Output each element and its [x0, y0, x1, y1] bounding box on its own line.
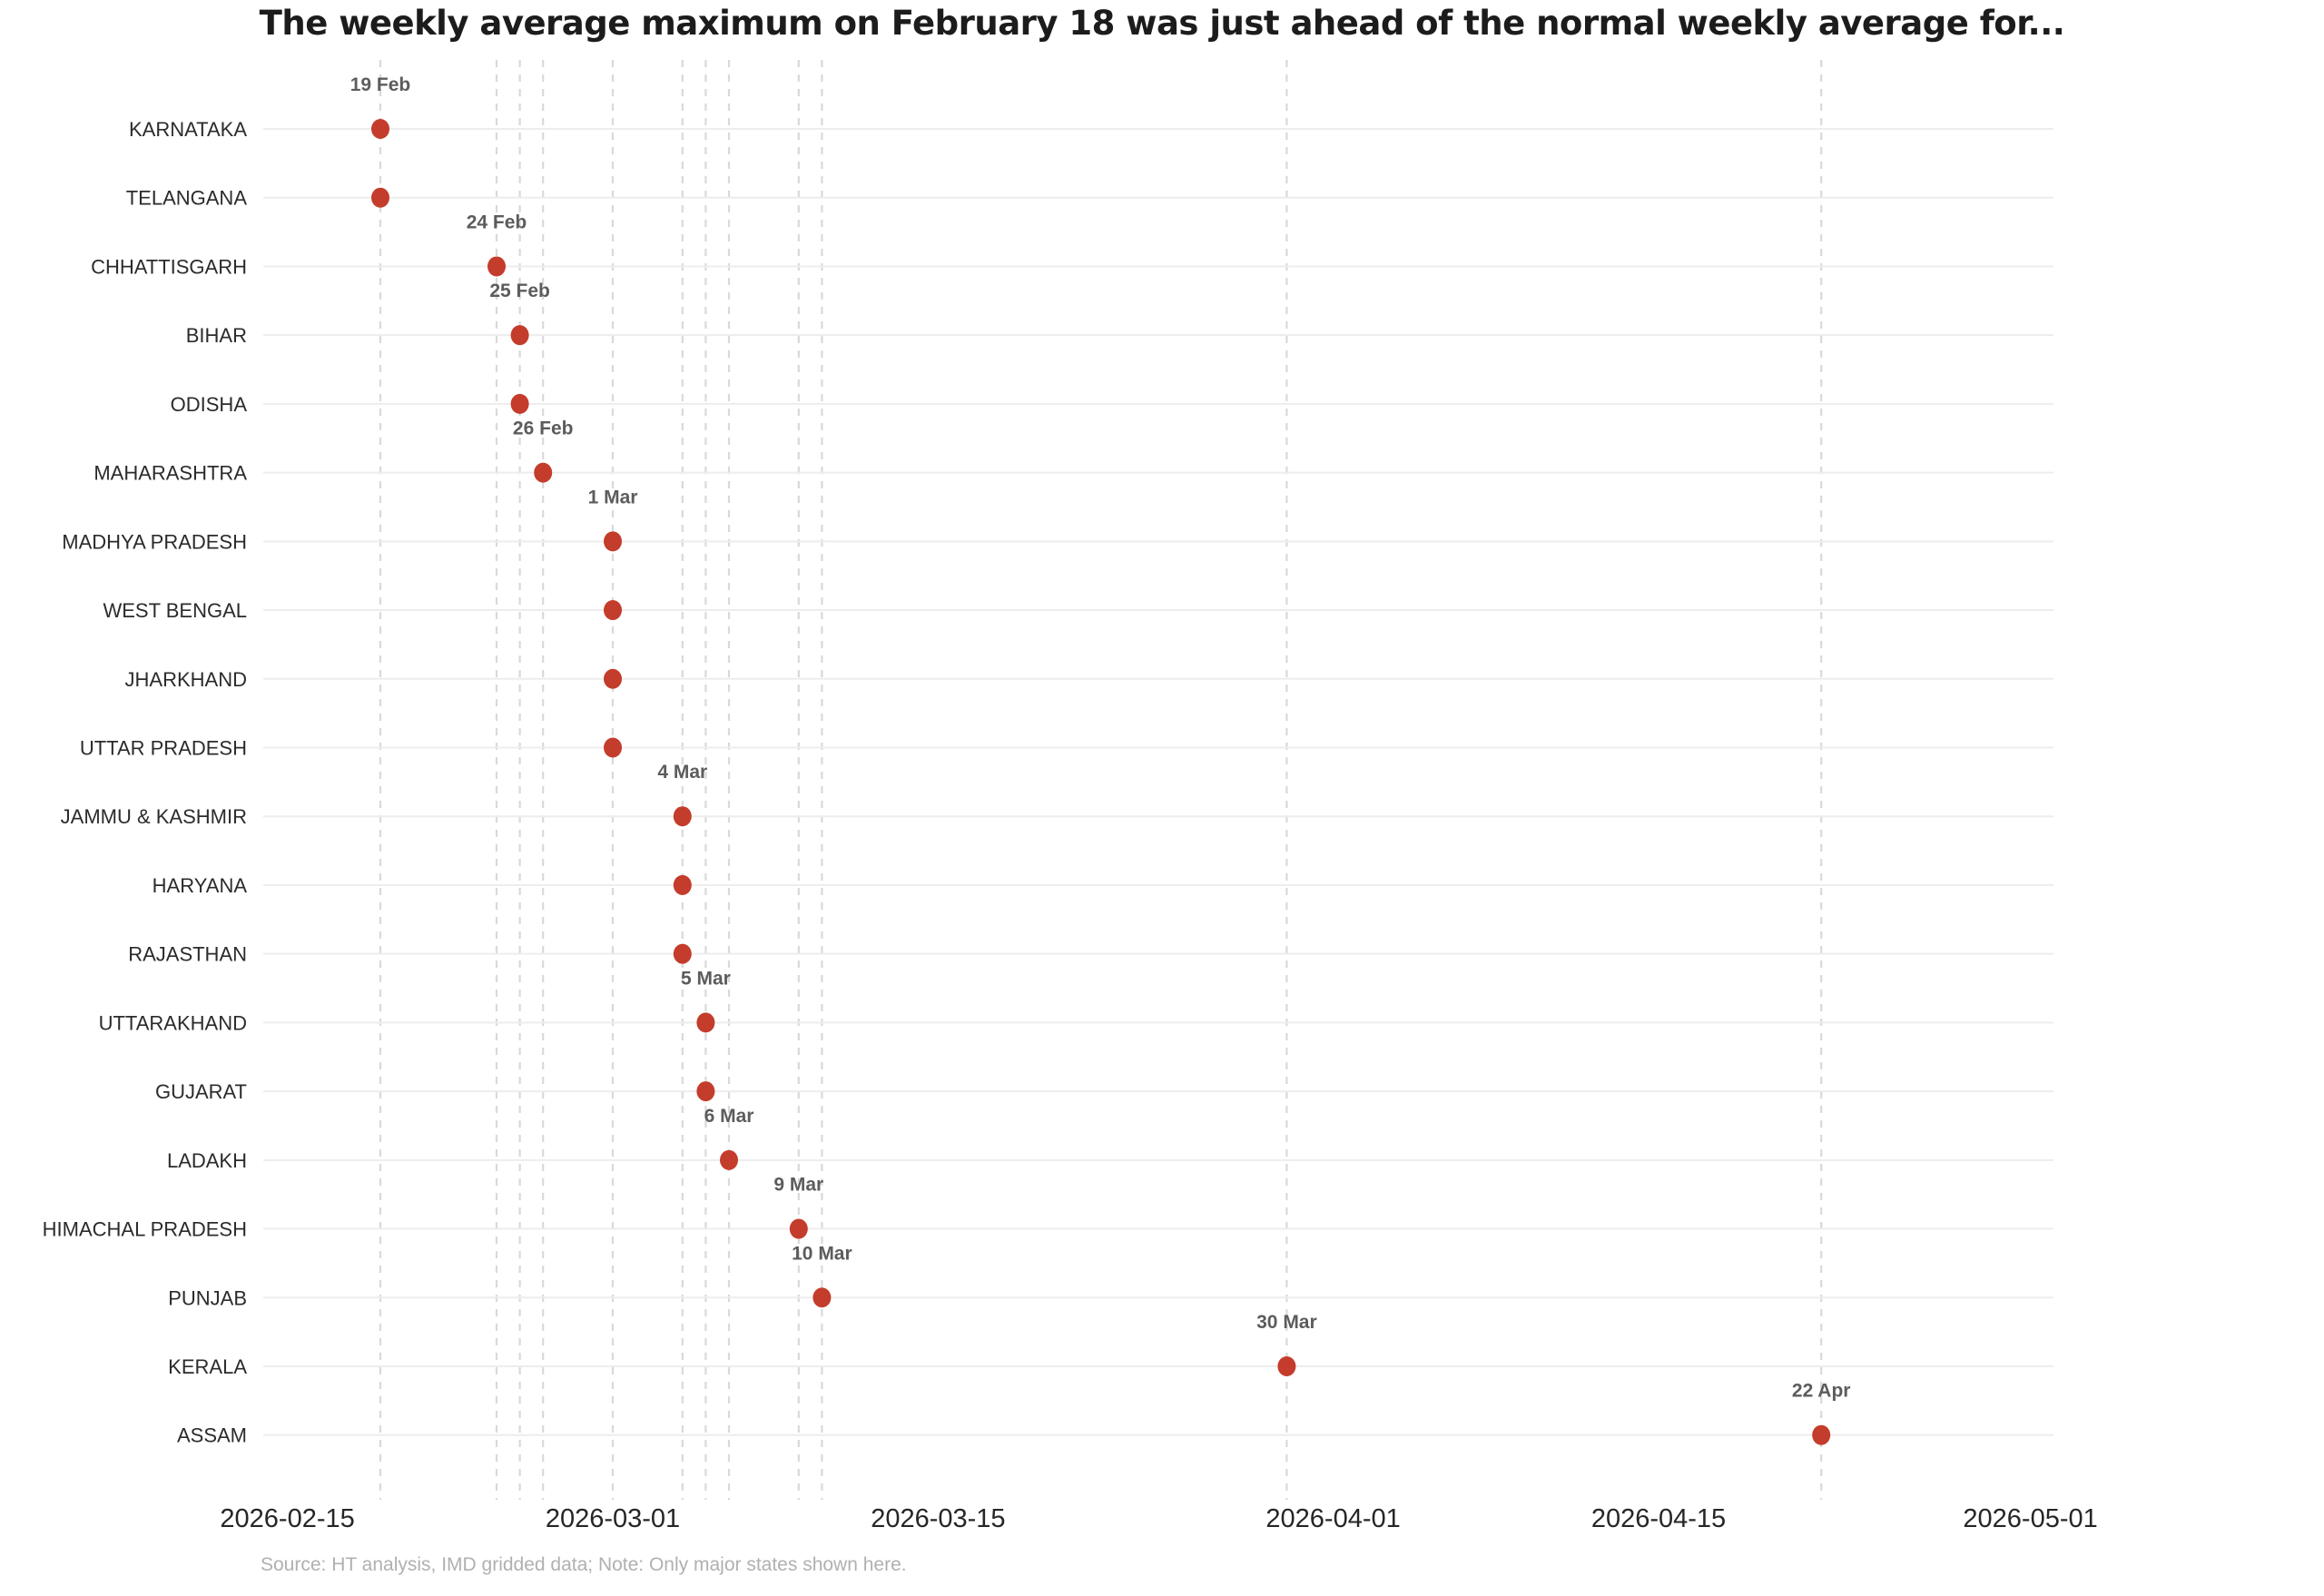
data-point-dot	[673, 806, 692, 827]
data-point-dot	[696, 1012, 715, 1033]
data-point-dot	[604, 531, 622, 552]
data-point-dot	[604, 600, 622, 621]
data-point-dot	[673, 874, 692, 895]
x-axis-tick-label: 2026-03-15	[871, 1504, 1005, 1533]
y-axis-state-label: CHHATTISGARH	[91, 255, 247, 278]
date-annotation-label: 6 Mar	[704, 1106, 754, 1127]
x-axis-tick-label: 2026-04-01	[1265, 1504, 1400, 1533]
x-axis-tick-label: 2026-02-15	[220, 1504, 354, 1533]
x-axis-tick-label: 2026-03-01	[546, 1504, 680, 1533]
date-annotation-label: 30 Mar	[1256, 1312, 1317, 1333]
data-point-dot	[604, 668, 622, 689]
y-axis-state-label: UTTAR PRADESH	[80, 736, 247, 759]
y-axis-state-label: MADHYA PRADESH	[62, 530, 247, 553]
y-axis-state-label: MAHARASHTRA	[94, 462, 247, 485]
y-axis-state-label: LADAKH	[167, 1149, 247, 1172]
date-annotation-label: 24 Feb	[467, 212, 527, 232]
x-axis-tick-label: 2026-04-15	[1591, 1504, 1726, 1533]
data-point-dot	[812, 1287, 832, 1308]
data-point-dot	[789, 1218, 808, 1239]
data-point-dot	[673, 943, 692, 964]
data-point-dot	[1812, 1424, 1831, 1445]
y-axis-state-label: RAJASTHAN	[128, 943, 247, 966]
date-annotation-label: 9 Mar	[773, 1175, 823, 1196]
chart-title: The weekly average maximum on February 1…	[259, 4, 2065, 43]
y-axis-state-label: PUNJAB	[168, 1286, 247, 1309]
date-annotation-label: 25 Feb	[489, 281, 550, 301]
data-point-dot	[604, 737, 622, 758]
date-annotation-label: 5 Mar	[681, 968, 731, 989]
y-axis-state-label: GUJARAT	[155, 1080, 247, 1103]
y-axis-state-label: ASSAM	[177, 1424, 247, 1447]
y-axis-state-label: ODISHA	[171, 393, 248, 416]
y-axis-state-label: UTTARAKHAND	[99, 1011, 247, 1034]
data-point-dot	[510, 325, 529, 346]
y-axis-state-label: WEST BENGAL	[103, 599, 247, 622]
date-annotation-label: 1 Mar	[588, 487, 638, 507]
y-axis-state-label: KARNATAKA	[129, 118, 247, 141]
source-note: Source: HT analysis, IMD gridded data; N…	[261, 1554, 907, 1575]
data-point-dot	[371, 119, 389, 139]
date-annotation-label: 26 Feb	[513, 419, 574, 439]
y-axis-state-label: JAMMU & KASHMIR	[61, 805, 247, 828]
y-axis-state-label: JHARKHAND	[125, 668, 247, 691]
y-axis-state-label: KERALA	[168, 1355, 247, 1378]
y-axis-state-label: TELANGANA	[126, 187, 248, 210]
date-annotation-label: 22 Apr	[1792, 1381, 1851, 1402]
data-point-dot	[1277, 1355, 1296, 1376]
data-point-dot	[510, 393, 529, 414]
date-annotation-label: 10 Mar	[792, 1243, 852, 1264]
date-annotation-label: 4 Mar	[657, 762, 707, 783]
x-axis-tick-label: 2026-05-01	[1963, 1504, 2097, 1533]
data-point-dot	[696, 1081, 715, 1102]
data-point-dot	[487, 256, 506, 277]
y-axis-state-label: HIMACHAL PRADESH	[43, 1218, 247, 1241]
data-point-dot	[534, 462, 553, 483]
data-point-dot	[720, 1149, 738, 1170]
date-annotation-label: 19 Feb	[350, 74, 411, 95]
y-axis-state-label: BIHAR	[186, 324, 247, 347]
y-axis-state-label: HARYANA	[153, 874, 248, 897]
data-point-dot	[371, 187, 389, 208]
